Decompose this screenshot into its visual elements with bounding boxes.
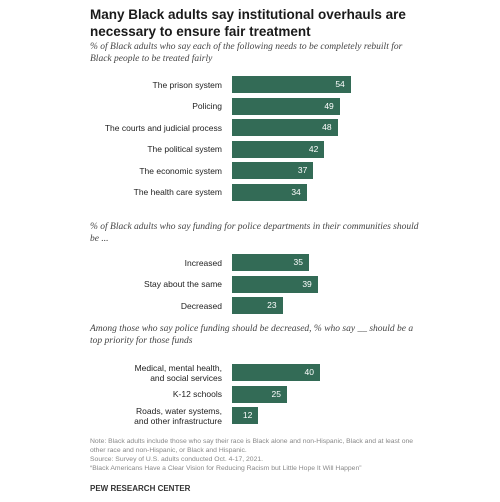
value-label: 42 [308, 143, 319, 154]
bar [232, 140, 325, 158]
bar [232, 97, 340, 115]
report-title: “Black Americans Have a Clear Vision for… [90, 465, 362, 472]
bar [232, 183, 307, 201]
subtitle: % of Black adults who say each of the fo… [90, 42, 403, 64]
value-label: 37 [297, 165, 308, 175]
value-label: 35 [293, 257, 303, 267]
category-label: The political system [147, 144, 222, 154]
category-label: The courts and judicial process [104, 122, 222, 133]
category-label: Policing [192, 101, 222, 111]
subtitle: Among those who say police funding shoul… [90, 324, 414, 346]
value-label: 12 [242, 410, 253, 420]
category-label: Increased [184, 257, 222, 268]
bar [232, 297, 283, 314]
chart-title: Many Black adults say institutional over… [90, 7, 406, 39]
brand: PEW RESEARCH CENTER [90, 484, 191, 493]
value-label: 34 [291, 186, 301, 197]
bar [232, 162, 314, 179]
value-label: 25 [271, 388, 281, 399]
bar [232, 364, 320, 381]
category-label: The economic system [139, 165, 222, 176]
bar [232, 76, 351, 93]
category-label: Roads, water systems, and other infrastr… [134, 405, 222, 426]
value-label: 48 [322, 122, 332, 132]
note: Note: Black adults include those who say… [90, 438, 414, 454]
bar [232, 254, 309, 271]
value-label: 49 [324, 100, 334, 111]
bar [232, 385, 287, 403]
value-label: 39 [302, 278, 312, 289]
bar [232, 119, 338, 136]
category-label: K-12 schools [172, 389, 222, 399]
value-label: 40 [304, 367, 314, 377]
category-label: Decreased [180, 300, 222, 311]
category-label: Medical, mental health, and social servi… [134, 362, 222, 383]
bar [232, 275, 318, 293]
source: Source: Survey of U.S. adults conducted … [90, 456, 264, 463]
value-label: 23 [267, 300, 277, 310]
value-label: 54 [335, 79, 345, 89]
category-label: Stay about the same [144, 279, 222, 289]
subtitle: % of Black adults who say funding for po… [90, 222, 419, 244]
category-label: The health care system [133, 187, 222, 197]
category-label: The prison system [152, 79, 222, 90]
bar [232, 407, 259, 424]
